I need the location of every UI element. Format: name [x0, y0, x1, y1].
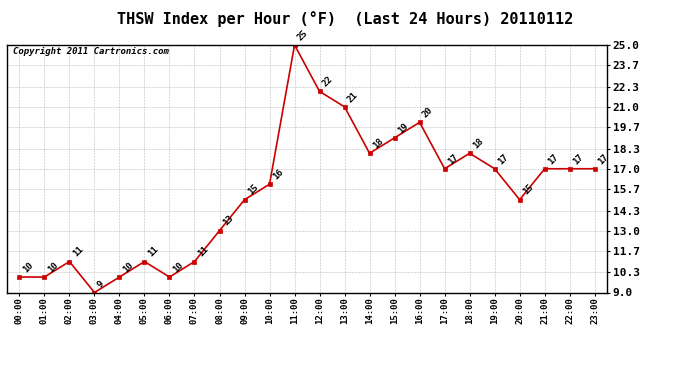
Text: 17: 17: [571, 152, 585, 166]
Text: 13: 13: [221, 214, 235, 228]
Text: 19: 19: [396, 121, 410, 135]
Text: 11: 11: [196, 245, 210, 259]
Text: 11: 11: [71, 245, 85, 259]
Text: Copyright 2011 Cartronics.com: Copyright 2011 Cartronics.com: [13, 48, 169, 57]
Text: 18: 18: [471, 136, 485, 150]
Text: 25: 25: [296, 28, 310, 42]
Text: 15: 15: [246, 183, 260, 197]
Text: 16: 16: [271, 168, 285, 182]
Text: 18: 18: [371, 136, 385, 150]
Text: 21: 21: [346, 90, 360, 104]
Text: 15: 15: [521, 183, 535, 197]
Text: 17: 17: [446, 152, 460, 166]
Text: 9: 9: [96, 279, 106, 290]
Text: THSW Index per Hour (°F)  (Last 24 Hours) 20110112: THSW Index per Hour (°F) (Last 24 Hours)…: [117, 11, 573, 27]
Text: 10: 10: [171, 260, 185, 274]
Text: 10: 10: [46, 260, 60, 274]
Text: 17: 17: [496, 152, 510, 166]
Text: 17: 17: [546, 152, 560, 166]
Text: 22: 22: [321, 75, 335, 88]
Text: 20: 20: [421, 106, 435, 120]
Text: 11: 11: [146, 245, 160, 259]
Text: 17: 17: [596, 152, 610, 166]
Text: 10: 10: [21, 260, 34, 274]
Text: 10: 10: [121, 260, 135, 274]
